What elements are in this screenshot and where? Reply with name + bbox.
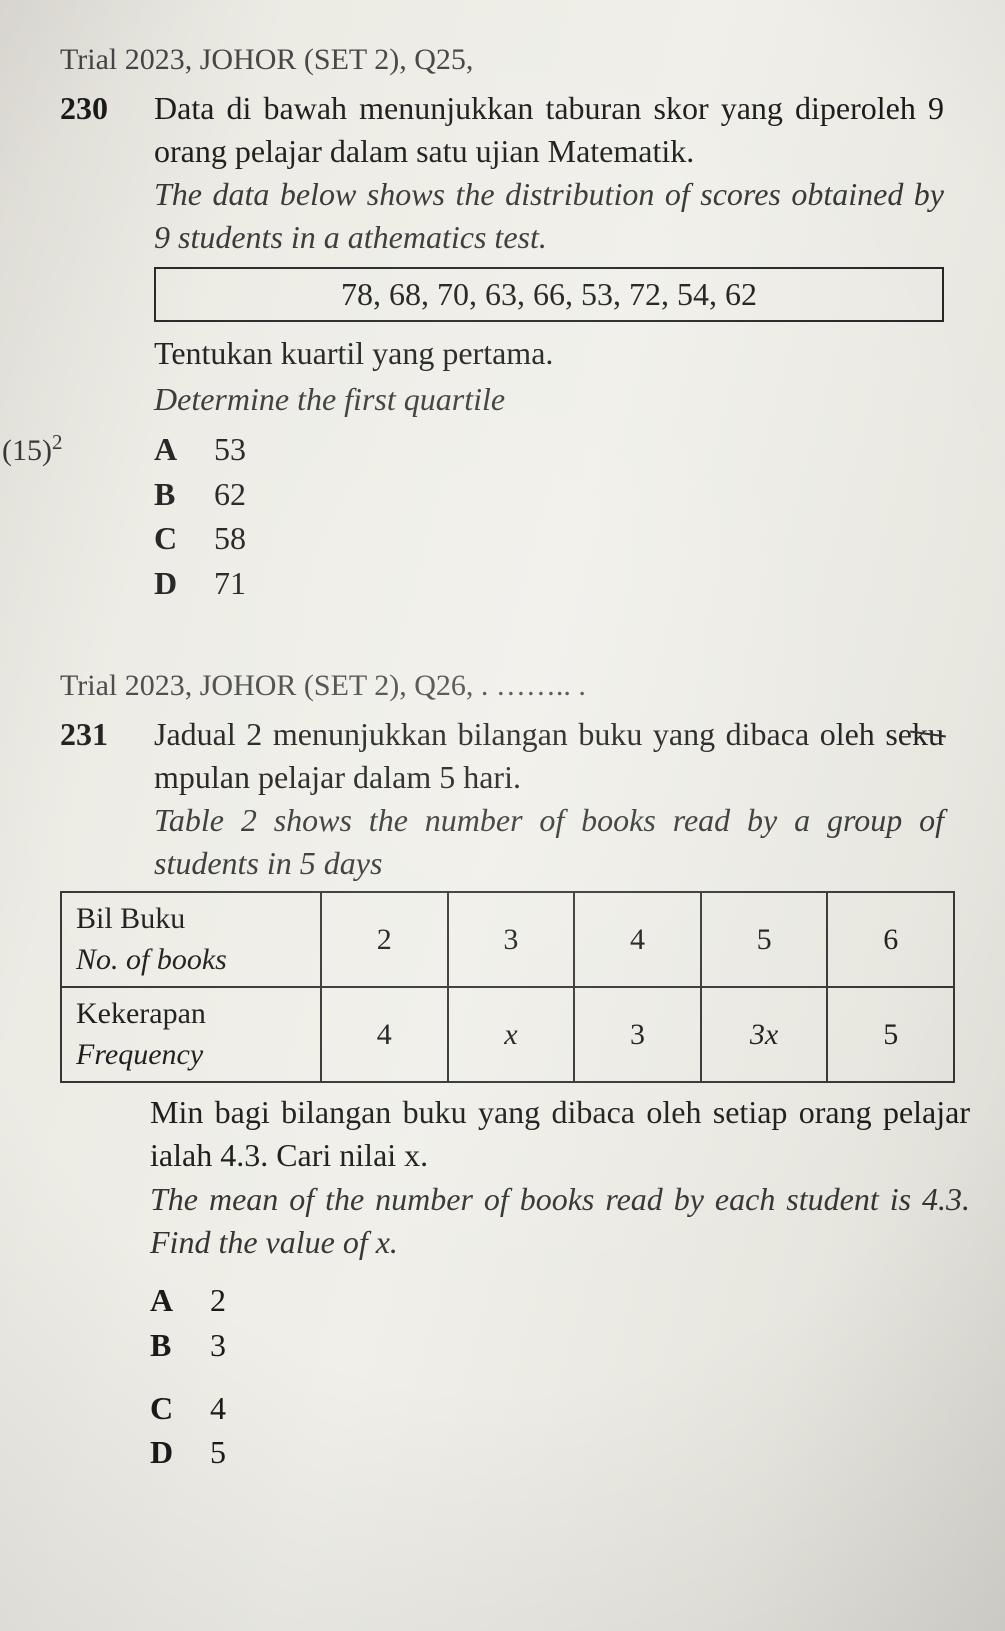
table-row: Kekerapan Frequency 4 x 3 3x 5: [61, 987, 954, 1082]
q231-option-b: B 3: [150, 1323, 970, 1368]
option-value: 53: [214, 427, 246, 472]
q230-option-a: A 53: [154, 427, 944, 472]
q231-options: A 2 B 3 C 4 D 5: [150, 1278, 970, 1475]
option-value: 62: [214, 472, 246, 517]
trial-line-231: Trial 2023, JOHOR (SET 2), Q26, . …….. .: [60, 666, 955, 707]
option-value: 2: [210, 1278, 226, 1323]
table-cell: 4: [321, 987, 448, 1082]
question-body-231: Jadual 2 menunjukkan bilangan buku yang …: [154, 713, 944, 886]
table-cell: 6: [827, 892, 954, 987]
table-header-books: Bil Buku No. of books: [61, 892, 321, 987]
option-value: 3: [210, 1323, 226, 1368]
option-value: 58: [214, 516, 246, 561]
option-letter: C: [150, 1386, 210, 1431]
q230-option-b: B 62: [154, 472, 944, 517]
handwritten-margin-note: (15)2: [2, 428, 62, 472]
th-en: No. of books: [76, 940, 312, 981]
q230-text-en: The data below shows the distribution of…: [154, 173, 944, 259]
th-my: Bil Buku: [76, 902, 185, 935]
q230-option-c: C 58: [154, 516, 944, 561]
th-my: Kekerapan: [76, 997, 206, 1030]
option-letter: A: [150, 1278, 210, 1323]
table-cell: 3x: [701, 987, 828, 1082]
table-cell: 4: [574, 892, 701, 987]
option-letter: D: [154, 561, 214, 606]
option-letter: D: [150, 1430, 210, 1475]
q230-options: A 53 B 62 C 58 D 71: [154, 427, 944, 606]
question-number-230: 230: [60, 87, 150, 130]
trial-line-230: Trial 2023, JOHOR (SET 2), Q25,: [60, 40, 955, 81]
table-cell: 5: [827, 987, 954, 1082]
q230-data-box: 78, 68, 70, 63, 66, 53, 72, 54, 62: [154, 267, 944, 322]
table-cell: 2: [321, 892, 448, 987]
q231-text-my: Jadual 2 menunjukkan bilangan buku yang …: [154, 713, 944, 799]
option-letter: C: [154, 516, 214, 561]
table-header-freq: Kekerapan Frequency: [61, 987, 321, 1082]
question-body-230: Data di bawah menunjukkan taburan skor y…: [154, 87, 944, 607]
th-en: Frequency: [76, 1035, 312, 1076]
q231-after-my: Min bagi bilangan buku yang dibaca oleh …: [150, 1091, 970, 1177]
q231-option-c: C 4: [150, 1386, 970, 1431]
q231-text-my-b: mpulan pelajar dalam 5 hari.: [154, 759, 521, 795]
table-cell: 5: [701, 892, 828, 987]
q230-instruction-my: Tentukan kuartil yang pertama.: [154, 332, 944, 375]
table-cell: x: [448, 987, 575, 1082]
q230-text-my: Data di bawah menunjukkan taburan skor y…: [154, 87, 944, 173]
spacer: [60, 606, 955, 666]
q230-instruction-en: Determine the first quartile: [154, 378, 944, 421]
q231-option-a: A 2: [150, 1278, 970, 1323]
option-letter: A: [154, 427, 214, 472]
option-letter: B: [150, 1323, 210, 1368]
q231-after-en: The mean of the number of books read by …: [150, 1178, 970, 1264]
question-230: 230 Data di bawah menunjukkan taburan sk…: [60, 87, 955, 607]
q230-option-d: D 71: [154, 561, 944, 606]
table-row: Bil Buku No. of books 2 3 4 5 6: [61, 892, 954, 987]
margin-note-exponent: 2: [52, 430, 63, 454]
q231-text-my-a: Jadual 2 menunjukkan bilangan buku yang …: [154, 716, 912, 752]
table-cell: 3: [448, 892, 575, 987]
q231-text-en: Table 2 shows the number of books read b…: [154, 799, 944, 885]
q231-strike: ku: [912, 713, 944, 756]
option-value: 4: [210, 1386, 226, 1431]
q231-option-d: D 5: [150, 1430, 970, 1475]
question-number-231: 231: [60, 713, 150, 756]
margin-note-base: (15): [2, 434, 52, 467]
option-value: 5: [210, 1430, 226, 1475]
q231-after-table: Min bagi bilangan buku yang dibaca oleh …: [150, 1091, 970, 1475]
question-231: 231 Jadual 2 menunjukkan bilangan buku y…: [60, 713, 955, 1476]
q231-table: Bil Buku No. of books 2 3 4 5 6 Kekerapa…: [60, 891, 955, 1083]
table-cell: 3: [574, 987, 701, 1082]
option-value: 71: [214, 561, 246, 606]
option-letter: B: [154, 472, 214, 517]
